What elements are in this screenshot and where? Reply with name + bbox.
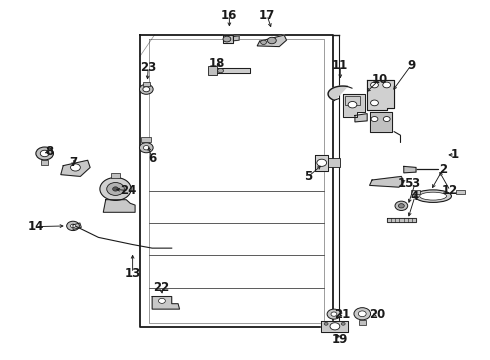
Circle shape bbox=[36, 147, 53, 160]
Circle shape bbox=[330, 323, 340, 330]
Circle shape bbox=[395, 201, 408, 211]
Polygon shape bbox=[343, 94, 365, 117]
Polygon shape bbox=[367, 80, 394, 110]
Circle shape bbox=[40, 150, 49, 157]
Text: 5: 5 bbox=[304, 170, 313, 183]
Bar bbox=[328, 158, 340, 167]
Circle shape bbox=[261, 40, 267, 44]
Text: 11: 11 bbox=[332, 59, 348, 72]
Polygon shape bbox=[73, 223, 81, 229]
Text: 23: 23 bbox=[140, 60, 156, 73]
Text: 9: 9 bbox=[407, 59, 415, 72]
Circle shape bbox=[113, 187, 119, 191]
Text: 17: 17 bbox=[259, 9, 275, 22]
Polygon shape bbox=[152, 297, 179, 309]
Text: 24: 24 bbox=[121, 184, 137, 197]
Circle shape bbox=[268, 37, 276, 44]
Circle shape bbox=[140, 143, 153, 153]
Polygon shape bbox=[233, 36, 239, 41]
Text: 16: 16 bbox=[221, 9, 238, 22]
Circle shape bbox=[223, 36, 231, 42]
Circle shape bbox=[67, 221, 79, 230]
Bar bbox=[456, 190, 465, 194]
Text: 18: 18 bbox=[209, 57, 225, 70]
Circle shape bbox=[71, 164, 80, 171]
Text: 7: 7 bbox=[69, 156, 77, 168]
Bar bbox=[142, 137, 151, 142]
Circle shape bbox=[341, 322, 345, 325]
Circle shape bbox=[358, 311, 366, 317]
Circle shape bbox=[143, 87, 150, 92]
Polygon shape bbox=[222, 35, 233, 43]
Text: 10: 10 bbox=[371, 73, 388, 86]
Ellipse shape bbox=[419, 192, 446, 200]
Circle shape bbox=[327, 309, 341, 319]
Circle shape bbox=[159, 298, 165, 303]
Circle shape bbox=[398, 204, 404, 208]
Text: 12: 12 bbox=[442, 184, 458, 197]
Circle shape bbox=[354, 308, 370, 320]
Circle shape bbox=[324, 322, 328, 325]
Ellipse shape bbox=[415, 190, 451, 202]
Circle shape bbox=[370, 100, 378, 106]
Text: 4: 4 bbox=[411, 190, 419, 203]
Polygon shape bbox=[328, 86, 347, 100]
Circle shape bbox=[100, 177, 131, 201]
Text: 6: 6 bbox=[148, 152, 156, 165]
Polygon shape bbox=[315, 155, 328, 171]
Bar bbox=[359, 320, 366, 325]
Text: 8: 8 bbox=[46, 145, 54, 158]
Text: 22: 22 bbox=[153, 281, 169, 294]
Circle shape bbox=[144, 145, 149, 150]
Bar bbox=[345, 96, 360, 105]
Circle shape bbox=[370, 82, 378, 88]
Bar bbox=[111, 173, 121, 178]
Bar bbox=[41, 160, 48, 165]
Text: 1: 1 bbox=[451, 148, 459, 161]
Text: 3: 3 bbox=[411, 177, 419, 190]
Circle shape bbox=[348, 102, 357, 108]
Text: 13: 13 bbox=[124, 267, 141, 280]
Circle shape bbox=[317, 159, 327, 166]
Polygon shape bbox=[369, 176, 404, 187]
Circle shape bbox=[383, 82, 391, 88]
Text: 20: 20 bbox=[369, 308, 385, 321]
Polygon shape bbox=[216, 68, 250, 73]
Polygon shape bbox=[355, 114, 367, 122]
Circle shape bbox=[383, 117, 390, 122]
Circle shape bbox=[107, 183, 124, 195]
Text: 15: 15 bbox=[398, 177, 415, 190]
Circle shape bbox=[331, 312, 337, 316]
Polygon shape bbox=[369, 112, 392, 132]
Text: 21: 21 bbox=[335, 308, 351, 321]
Circle shape bbox=[371, 117, 378, 122]
Circle shape bbox=[71, 224, 75, 228]
Text: 2: 2 bbox=[439, 163, 447, 176]
Circle shape bbox=[140, 84, 153, 94]
Bar bbox=[411, 190, 420, 194]
Polygon shape bbox=[257, 35, 287, 46]
Polygon shape bbox=[321, 321, 348, 332]
Text: 14: 14 bbox=[28, 220, 44, 233]
Polygon shape bbox=[387, 218, 416, 222]
Text: 19: 19 bbox=[332, 333, 348, 346]
Polygon shape bbox=[404, 166, 416, 173]
Polygon shape bbox=[103, 200, 135, 212]
Polygon shape bbox=[61, 160, 90, 176]
Circle shape bbox=[218, 68, 223, 73]
Bar bbox=[143, 82, 150, 86]
Bar bbox=[208, 66, 217, 75]
